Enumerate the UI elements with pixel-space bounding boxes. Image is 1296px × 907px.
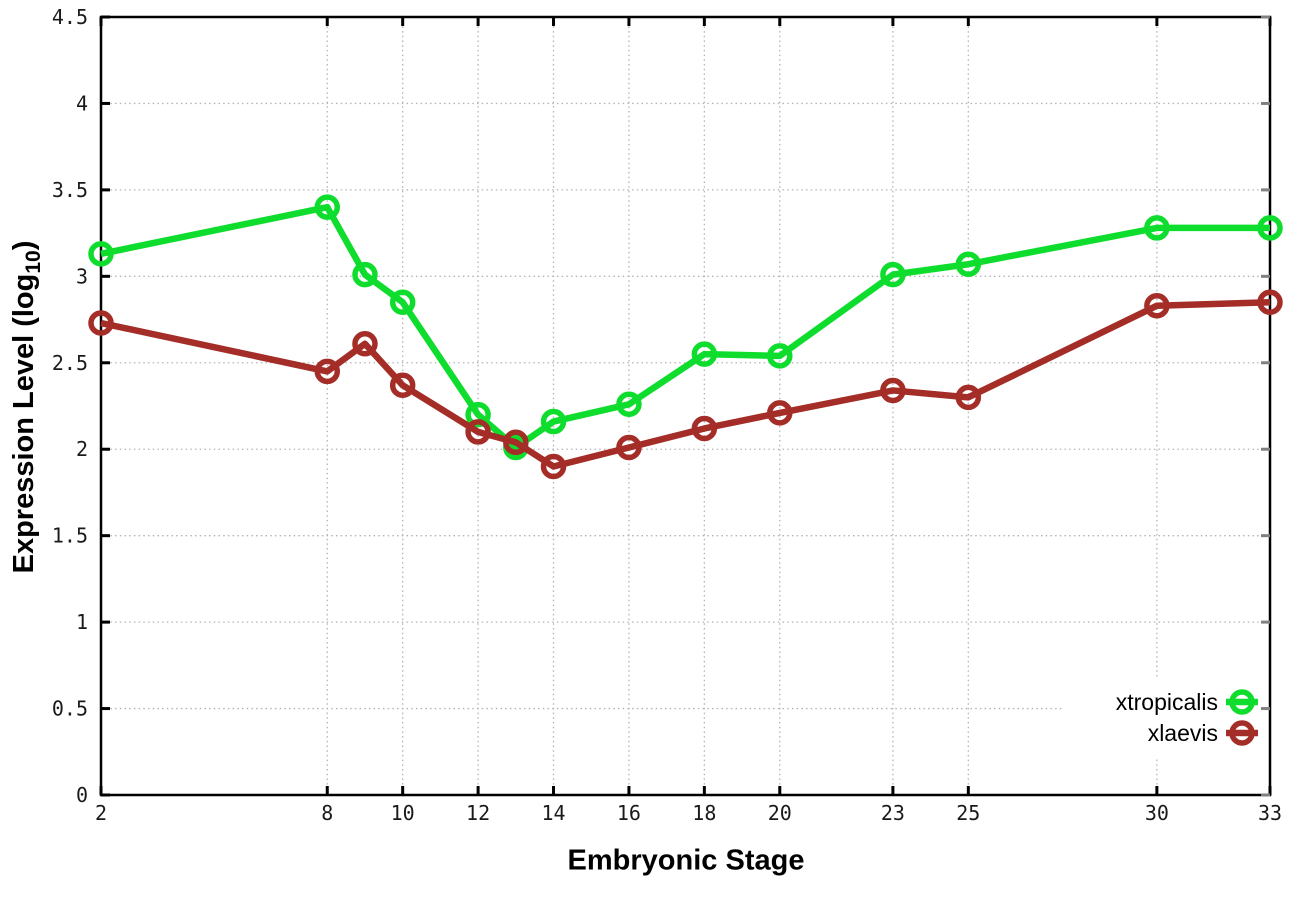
- y-tick-label: 1.5: [52, 524, 88, 548]
- x-tick-label: 18: [692, 801, 716, 825]
- series-xlaevis-marker: [389, 372, 416, 399]
- series-xtropicalis-marker: [352, 261, 378, 288]
- x-tick-label: 33: [1258, 801, 1282, 825]
- y-tick-label: 0: [76, 783, 88, 807]
- series-xlaevis-marker: [465, 419, 491, 445]
- series-xlaevis-marker: [352, 331, 378, 357]
- y-tick-label: 2.5: [52, 351, 88, 375]
- y-tick-label: 4.5: [52, 5, 88, 29]
- series-xtropicalis-marker: [767, 343, 793, 369]
- series-xtropicalis-marker: [1144, 215, 1170, 241]
- series-xlaevis-marker: [616, 434, 642, 461]
- x-tick-label: 14: [541, 801, 565, 825]
- series-xtropicalis-marker: [540, 408, 567, 435]
- series-xtropicalis-marker: [314, 194, 341, 220]
- y-tick-label: 0.5: [52, 697, 88, 721]
- series-xlaevis-marker: [1144, 292, 1170, 319]
- series-xtropicalis-marker: [1257, 215, 1283, 241]
- legend-sample-marker-xlaevis: [1229, 720, 1255, 746]
- x-tick-label: 16: [617, 801, 641, 825]
- x-axis-title: Embryonic Stage: [567, 844, 805, 877]
- series-xtropicalis-marker: [880, 261, 906, 288]
- series-xtropicalis-marker: [389, 289, 416, 316]
- y-axis-title: Expression Level (log10): [8, 241, 46, 574]
- y-tick-label: 2: [76, 437, 88, 461]
- series-xlaevis-line: [100, 299, 1271, 470]
- y-axis-title-subscript: 10: [22, 250, 45, 274]
- x-tick-label: 20: [768, 801, 792, 825]
- series-xlaevis-marker: [691, 415, 718, 442]
- x-tick-label: 8: [321, 801, 333, 825]
- y-tick-label: 3.5: [52, 178, 88, 202]
- series-xlaevis-marker: [503, 429, 529, 456]
- x-tick-label: 30: [1145, 801, 1169, 825]
- series-xtropicalis-marker: [616, 391, 642, 418]
- y-tick-label: 4: [76, 91, 88, 115]
- x-tick-label: 25: [956, 801, 980, 825]
- legend-sample-marker-xtropicalis: [1229, 689, 1255, 715]
- series-xtropicalis-marker: [691, 341, 718, 367]
- series-xlaevis-marker: [540, 453, 567, 480]
- series-xlaevis-marker: [767, 400, 793, 426]
- legend-background: [1064, 677, 1266, 757]
- series-xlaevis-marker: [955, 384, 982, 411]
- legend-label-xtropicalis: xtropicalis: [1116, 689, 1218, 715]
- series-xtropicalis-marker: [88, 241, 114, 267]
- legend-label-xlaevis: xlaevis: [1148, 720, 1218, 746]
- series-xlaevis-marker: [88, 310, 114, 336]
- y-axis-title-suffix: ): [8, 240, 40, 251]
- x-tick-label: 23: [881, 801, 905, 825]
- series-xlaevis-marker: [880, 377, 906, 404]
- y-tick-label: 1: [76, 610, 88, 634]
- x-tick-label: 10: [391, 801, 415, 825]
- y-tick-label: 3: [76, 264, 88, 288]
- series-xtropicalis-marker: [955, 251, 982, 277]
- series-xtropicalis-line: [100, 203, 1270, 451]
- series-xlaevis-marker: [314, 358, 341, 385]
- plot-border: [99, 15, 1272, 797]
- series-xlaevis-marker: [1257, 289, 1283, 316]
- y-axis-title-text: Expression Level (log: [8, 273, 40, 574]
- x-tick-label: 2: [95, 801, 107, 825]
- x-tick-label: 12: [466, 801, 490, 825]
